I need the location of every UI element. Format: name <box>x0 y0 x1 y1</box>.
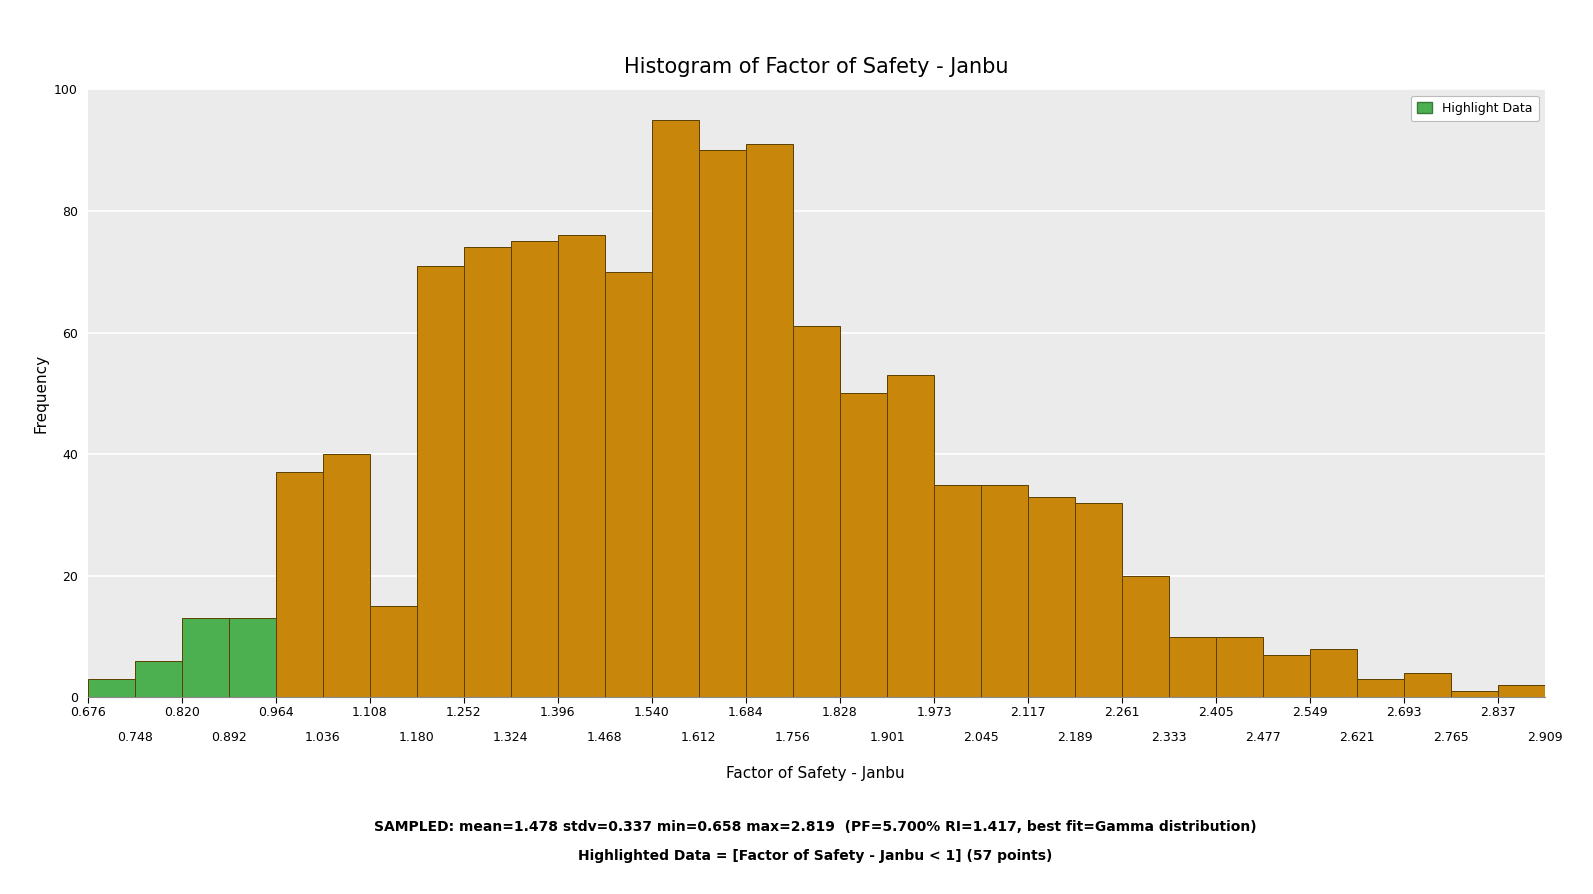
Bar <box>793 326 840 697</box>
Bar <box>981 485 1027 697</box>
Bar <box>1545 691 1593 697</box>
Bar <box>558 235 605 697</box>
Y-axis label: Frequency: Frequency <box>33 354 48 433</box>
Bar <box>1263 654 1309 697</box>
Bar <box>323 454 370 697</box>
Bar <box>840 393 887 697</box>
Bar <box>135 661 182 697</box>
Bar <box>1027 497 1075 697</box>
Bar <box>1121 576 1169 697</box>
Bar <box>699 150 746 697</box>
Bar <box>464 248 511 697</box>
Bar <box>1497 685 1545 697</box>
Bar <box>229 619 276 697</box>
Legend: Highlight Data: Highlight Data <box>1411 96 1539 122</box>
Bar <box>887 375 933 697</box>
Bar <box>276 472 323 697</box>
Bar <box>1169 637 1215 697</box>
Bar <box>88 679 135 697</box>
Bar <box>1309 649 1357 697</box>
Bar <box>605 272 652 697</box>
Bar <box>370 606 417 697</box>
Bar <box>933 485 981 697</box>
Text: Highlighted Data = [Factor of Safety - Janbu < 1] (57 points): Highlighted Data = [Factor of Safety - J… <box>578 849 1053 864</box>
Bar <box>417 266 464 697</box>
Bar <box>1215 637 1263 697</box>
Title: Histogram of Factor of Safety - Janbu: Histogram of Factor of Safety - Janbu <box>624 56 1008 77</box>
Bar <box>1075 502 1121 697</box>
Text: SAMPLED: mean=1.478 stdv=0.337 min=0.658 max=2.819  (PF=5.700% RI=1.417, best fi: SAMPLED: mean=1.478 stdv=0.337 min=0.658… <box>374 820 1257 834</box>
Bar <box>511 241 558 697</box>
Bar <box>1451 691 1497 697</box>
Bar <box>1357 679 1403 697</box>
Bar <box>652 120 699 697</box>
Bar <box>182 619 229 697</box>
Text: Factor of Safety - Janbu: Factor of Safety - Janbu <box>726 766 905 780</box>
Bar <box>1403 673 1451 697</box>
Bar <box>746 144 793 697</box>
